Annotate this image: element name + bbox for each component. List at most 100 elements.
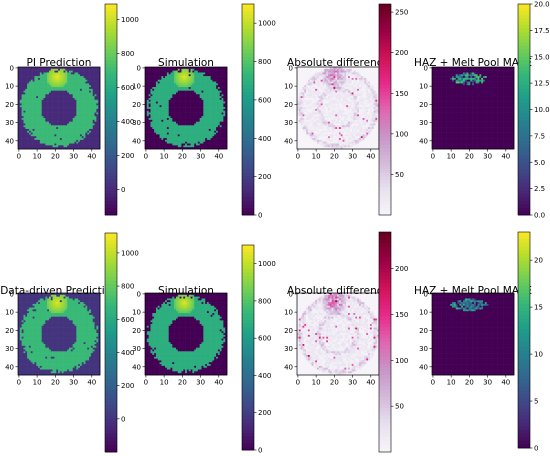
heatmap-cell [223, 145, 226, 148]
heatmap-cell [185, 139, 188, 143]
heatmap-cell [205, 68, 208, 71]
heatmap-cell [185, 141, 188, 144]
heatmap-cell [201, 145, 204, 148]
heatmap-cell [157, 136, 160, 139]
heatmap-cell [337, 74, 340, 77]
heatmap-cell [152, 118, 155, 121]
heatmap-cell [217, 79, 221, 82]
heatmap-cell [217, 132, 221, 135]
heatmap-cell [315, 72, 318, 75]
heatmap-cell [19, 103, 22, 106]
heatmap-cell [98, 123, 101, 126]
heatmap-cell [146, 90, 149, 93]
heatmap-cell [63, 77, 66, 81]
heatmap-cell [304, 70, 307, 73]
heatmap-cell [317, 70, 320, 73]
heatmap-cell [30, 116, 33, 119]
heatmap-cell [155, 125, 159, 128]
heatmap-cell [39, 138, 42, 141]
heatmap-cell [48, 105, 52, 108]
heatmap-cell [159, 139, 162, 143]
heatmap-cell [327, 81, 331, 84]
heatmap-cell [39, 70, 42, 73]
heatmap-cell [32, 107, 35, 110]
heatmap-cell [18, 108, 21, 112]
heatmap-cell [45, 105, 48, 108]
heatmap-cell [297, 81, 300, 84]
colorbar-segment [105, 123, 117, 128]
heatmap-cell [172, 90, 175, 93]
heatmap-cell [210, 141, 213, 144]
heatmap-cell [208, 103, 211, 106]
colorbar-segment [242, 35, 254, 40]
heatmap-cell [166, 132, 169, 135]
heatmap-cell [70, 147, 73, 150]
heatmap-cell [172, 68, 175, 71]
heatmap-cell [152, 145, 155, 148]
heatmap-cell [183, 128, 186, 132]
heatmap-cell [168, 123, 171, 126]
heatmap-cell [214, 114, 217, 117]
heatmap-cell [150, 116, 153, 119]
colorbar-segment [105, 49, 117, 54]
heatmap-cell [355, 76, 358, 79]
heatmap-cell [152, 141, 155, 144]
heatmap-cell [216, 97, 219, 101]
heatmap-cell [43, 110, 46, 113]
heatmap-cell [358, 94, 362, 97]
heatmap-cell [348, 94, 351, 97]
heatmap-cell [70, 141, 73, 144]
colorbar-tick-label: 1000 [121, 16, 139, 24]
heatmap-cell [25, 116, 28, 119]
heatmap-cell [217, 110, 221, 113]
heatmap-cell [179, 83, 182, 86]
heatmap-cell [41, 138, 44, 141]
heatmap-cell [61, 85, 64, 88]
heatmap-cell [85, 107, 88, 110]
heatmap-cell [58, 68, 61, 71]
heatmap-cell [306, 72, 309, 75]
heatmap-cell [79, 132, 83, 135]
heatmap-cell [174, 141, 177, 144]
heatmap-cell [214, 121, 217, 124]
heatmap-cell [219, 123, 222, 126]
heatmap-cell [225, 72, 228, 75]
heatmap-cell [183, 99, 186, 102]
heatmap-cell [377, 79, 380, 82]
heatmap-cell [304, 81, 307, 84]
heatmap-cell [76, 138, 79, 141]
heatmap-cell [39, 145, 42, 148]
heatmap-cell [166, 67, 169, 70]
heatmap-cell [87, 83, 90, 86]
heatmap-cell [302, 92, 305, 95]
heatmap-cell [174, 110, 177, 113]
heatmap-cell [185, 92, 188, 95]
heatmap-cell [148, 97, 151, 101]
heatmap-cell [23, 97, 26, 101]
heatmap-cell [217, 118, 221, 121]
heatmap-cell [210, 83, 213, 86]
heatmap-cell [155, 116, 159, 119]
heatmap-cell [78, 143, 81, 146]
heatmap-cell [221, 67, 224, 70]
heatmap-cell [154, 130, 157, 133]
heatmap-cell [47, 92, 50, 95]
heatmap-cell [188, 143, 191, 146]
heatmap-cell [161, 70, 164, 73]
heatmap-cell [337, 94, 340, 97]
heatmap-cell [94, 103, 97, 106]
heatmap-cell [360, 72, 363, 75]
heatmap-cell [98, 139, 101, 143]
heatmap-cell [154, 128, 157, 132]
heatmap-cell [219, 76, 222, 79]
heatmap-cell [74, 138, 77, 141]
heatmap-cell [85, 132, 88, 135]
heatmap-cell [194, 97, 197, 101]
heatmap-cell [38, 130, 41, 133]
heatmap-cell [59, 79, 63, 82]
heatmap-cell [78, 105, 81, 108]
heatmap-cell [307, 90, 311, 93]
heatmap-cell [155, 123, 159, 126]
heatmap-cell [56, 81, 59, 84]
heatmap-cell [79, 97, 83, 101]
